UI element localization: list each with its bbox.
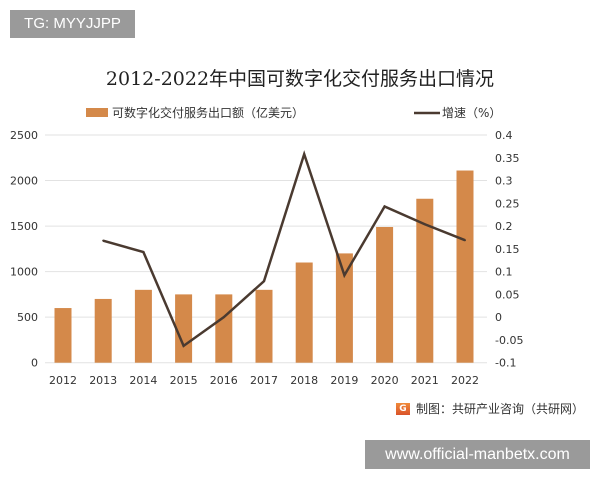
- right-tick-label: 0.4: [495, 129, 513, 142]
- growth-point-2015: [182, 344, 185, 347]
- source-text: 制图：共研产业咨询（共研网）: [416, 402, 585, 416]
- left-tick-label: 1500: [10, 220, 38, 233]
- growth-point-2013: [102, 239, 105, 242]
- growth-point-2019: [343, 274, 346, 277]
- growth-point-2017: [263, 280, 265, 283]
- bar-2022: [456, 170, 474, 363]
- left-tick-label: 1000: [10, 266, 38, 279]
- right-tick-label: 0.2: [495, 220, 513, 233]
- left-tick-label: 2500: [10, 129, 38, 142]
- legend-line-label: 增速（%）: [442, 106, 501, 120]
- x-tick-label: 2014: [129, 374, 157, 387]
- bar-2021: [416, 198, 434, 363]
- bar-2012: [54, 308, 72, 363]
- bar-2014: [134, 289, 152, 363]
- source-note: G 制图：共研产业咨询（共研网）: [396, 400, 584, 417]
- bar-2020: [376, 226, 394, 363]
- growth-point-2016: [222, 316, 225, 319]
- x-tick-label: 2012: [49, 374, 77, 387]
- x-tick-label: 2019: [330, 374, 358, 387]
- x-tick-label: 2022: [451, 374, 479, 387]
- right-tick-label: -0.1: [495, 357, 516, 370]
- right-tick-label: -0.05: [495, 334, 523, 347]
- right-tick-label: 0.15: [495, 243, 520, 256]
- left-tick-label: 0: [31, 357, 38, 370]
- watermark-tag: TG: MYYJJPP: [10, 10, 135, 38]
- bar-2015: [175, 294, 193, 363]
- x-tick-label: 2021: [411, 374, 439, 387]
- x-tick-label: 2017: [250, 374, 278, 387]
- right-tick-label: 0.25: [495, 197, 520, 210]
- right-tick-label: 0: [495, 311, 502, 324]
- bar-2019: [335, 253, 353, 363]
- growth-point-2021: [423, 223, 426, 226]
- left-tick-label: 2000: [10, 175, 38, 188]
- growth-point-2018: [303, 153, 306, 156]
- source-logo-icon: G: [396, 402, 410, 415]
- legend-bar-swatch: [86, 108, 108, 117]
- x-tick-label: 2018: [290, 374, 318, 387]
- bar-2013: [94, 298, 112, 363]
- growth-point-2014: [142, 251, 145, 254]
- right-tick-label: 0.35: [495, 152, 520, 165]
- x-tick-label: 2015: [170, 374, 198, 387]
- site-watermark: www.official-manbetx.com: [365, 440, 590, 469]
- left-tick-label: 500: [17, 311, 38, 324]
- right-tick-label: 0.3: [495, 175, 513, 188]
- bar-2016: [215, 294, 233, 363]
- right-tick-label: 0.05: [495, 288, 520, 301]
- growth-line: [102, 150, 466, 348]
- growth-point-2020: [383, 205, 386, 208]
- x-tick-label: 2013: [89, 374, 117, 387]
- x-tick-label: 2016: [210, 374, 238, 387]
- legend-bar-label: 可数字化交付服务出口额（亿美元）: [112, 105, 304, 120]
- bar-2018: [295, 262, 313, 363]
- growth-point-2022: [464, 239, 466, 242]
- right-tick-label: 0.1: [495, 266, 513, 279]
- x-tick-label: 2020: [371, 374, 399, 387]
- bar-2017: [255, 289, 273, 363]
- chart-title: 2012-2022年中国可数字化交付服务出口情况: [105, 68, 495, 90]
- chart: 0 500 1000 1500 2000 2500 -0.1 -0.05 0 0.05 0.1 0.1…: [10, 105, 523, 387]
